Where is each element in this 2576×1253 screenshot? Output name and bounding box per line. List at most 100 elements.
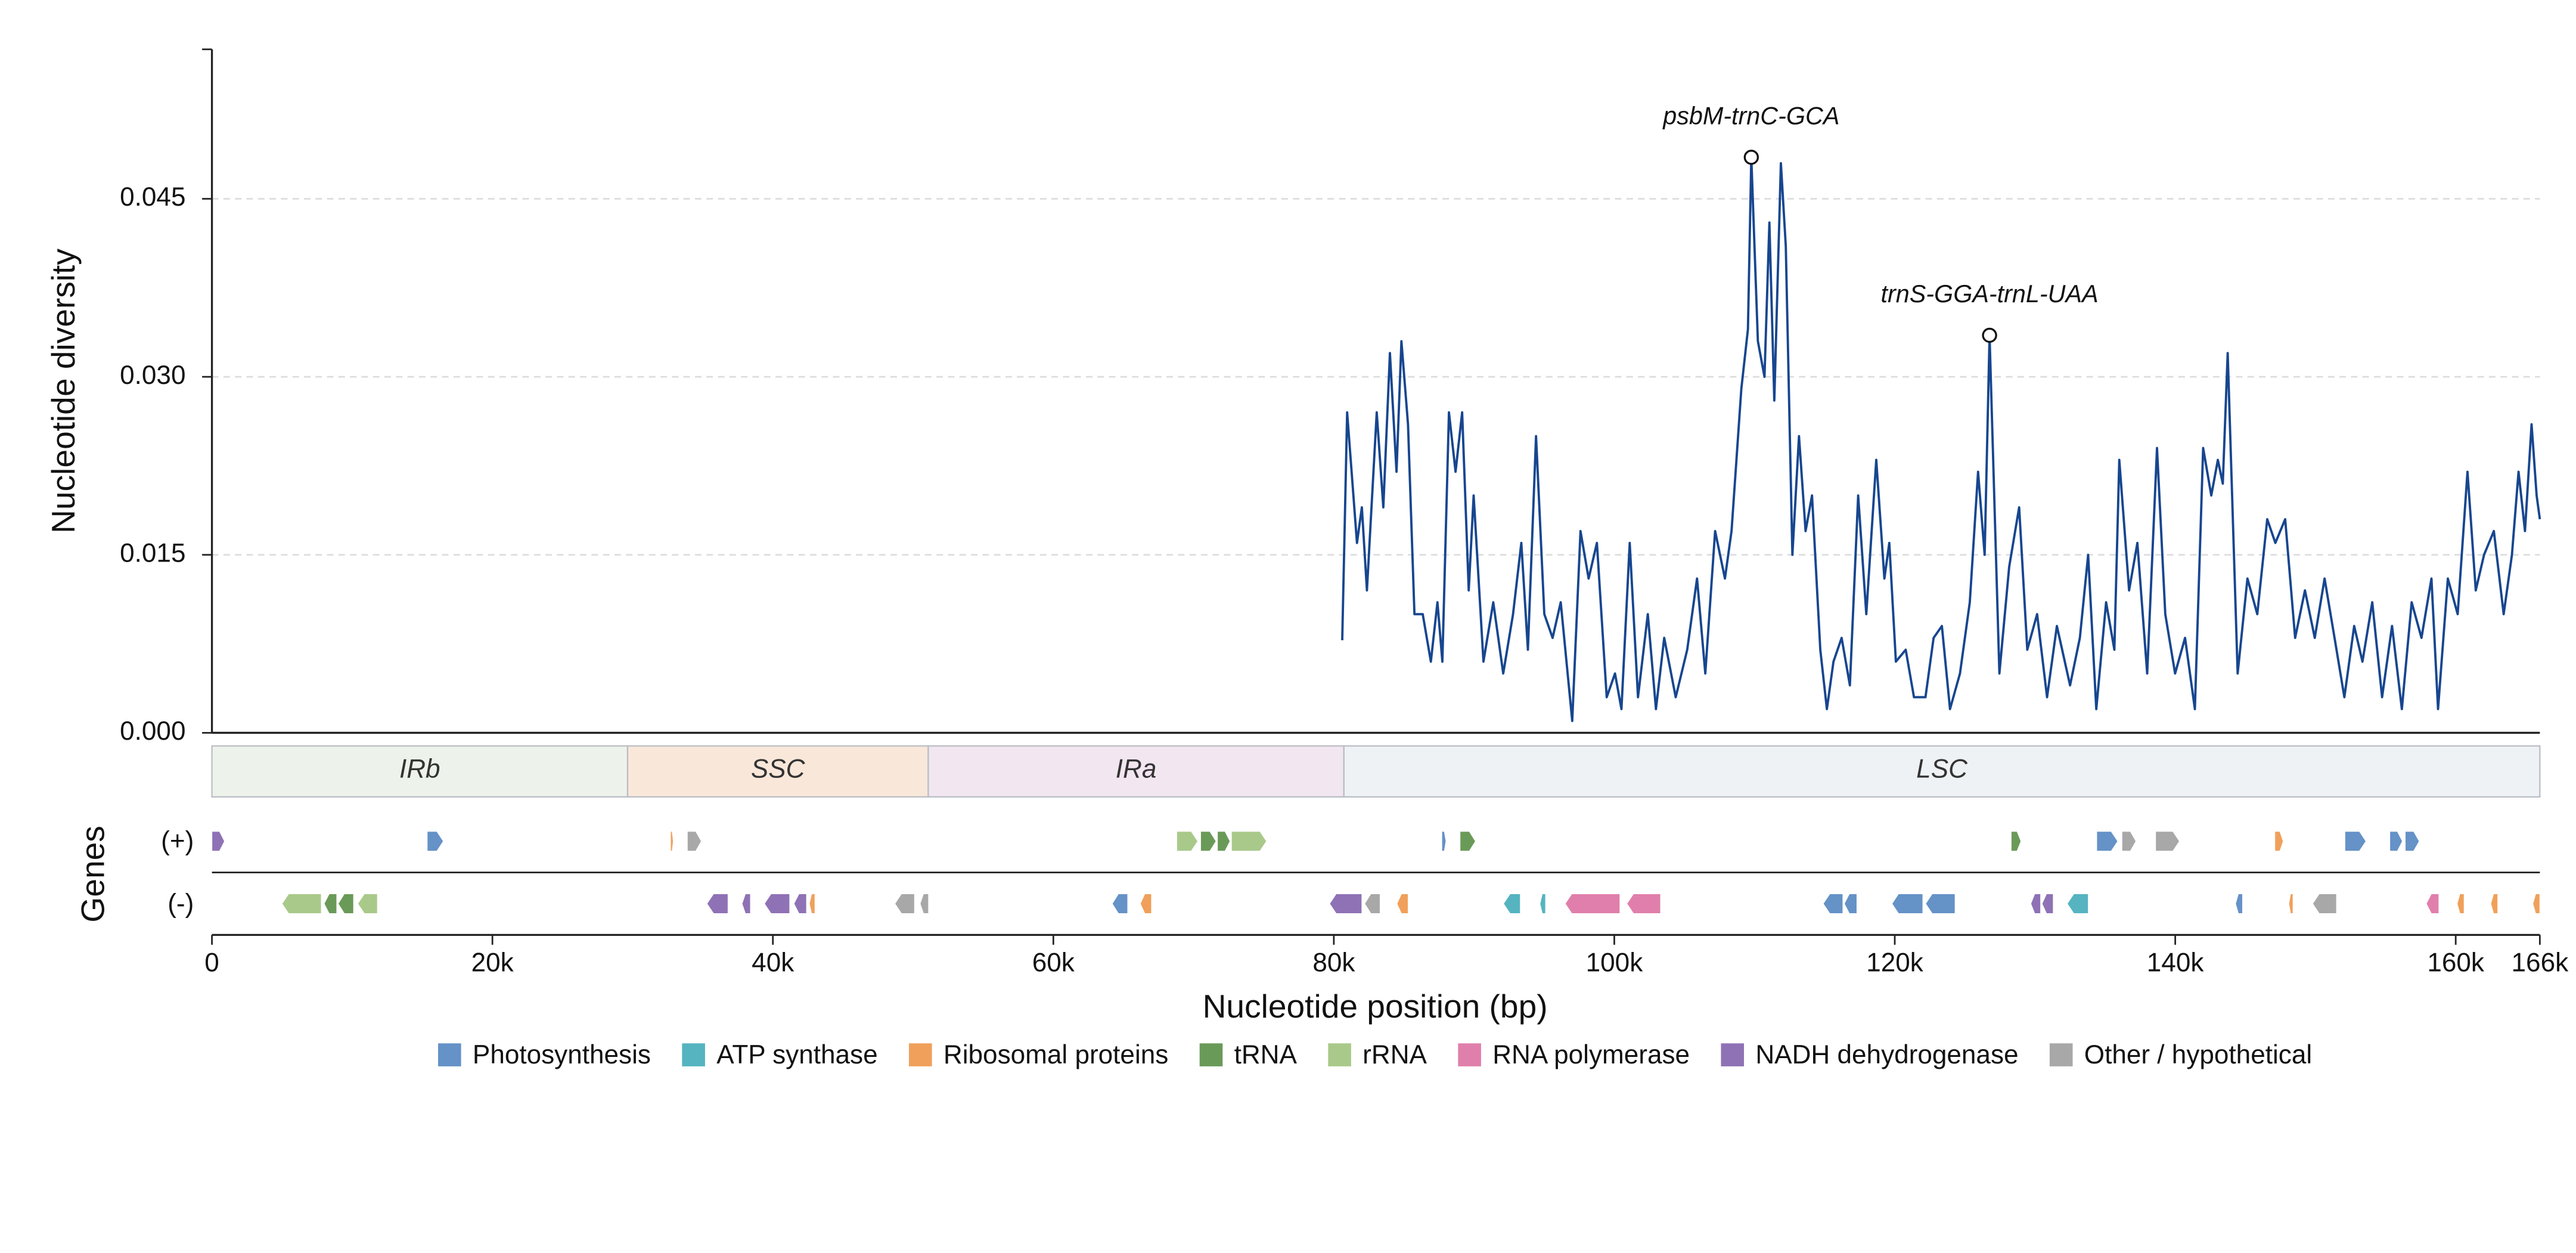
gene xyxy=(2288,893,2293,914)
x-tick-label: 20k xyxy=(471,948,514,978)
y-tick-label: 0.045 xyxy=(120,182,185,212)
legend-label: ATP synthase xyxy=(716,1040,877,1069)
legend-label: tRNA xyxy=(1234,1040,1298,1069)
gene xyxy=(670,831,674,852)
y-tick-label: 0.000 xyxy=(120,717,185,746)
legend-swatch xyxy=(1199,1043,1223,1066)
gene xyxy=(793,893,807,914)
x-tick-label: 140k xyxy=(2147,948,2205,978)
gene xyxy=(2155,831,2180,852)
legend-label: Photosynthesis xyxy=(473,1040,651,1069)
gene xyxy=(920,893,929,914)
gene xyxy=(1460,831,1476,852)
x-tick-label: 0 xyxy=(204,948,219,978)
x-axis-title: Nucleotide position (bp) xyxy=(1203,988,1548,1025)
gene xyxy=(281,893,322,914)
gene xyxy=(1200,831,1216,852)
y-tick-label: 0.030 xyxy=(120,361,185,390)
x-tick-label: 60k xyxy=(1032,948,1075,978)
x-tick-label: 160k xyxy=(2427,948,2485,978)
gene xyxy=(1112,893,1128,914)
region-label: LSC xyxy=(1916,754,1968,783)
peak-label: psbM-trnC-GCA xyxy=(1662,103,1839,130)
strand-label: (+) xyxy=(161,827,194,856)
gene xyxy=(2030,893,2041,914)
gene xyxy=(2532,893,2540,914)
gene xyxy=(1329,893,1363,914)
gene xyxy=(2235,893,2243,914)
legend-swatch xyxy=(1328,1043,1351,1066)
gene xyxy=(1364,893,1381,914)
gene xyxy=(1176,831,1199,852)
gene xyxy=(764,893,790,914)
gene xyxy=(1843,893,1858,914)
peak-marker xyxy=(1982,327,1997,343)
strand-label: (-) xyxy=(167,889,194,918)
gene xyxy=(687,831,702,852)
y-tick-label: 0.015 xyxy=(120,538,185,567)
gene xyxy=(337,893,354,914)
gene xyxy=(1231,831,1267,852)
gene xyxy=(212,831,225,852)
gene xyxy=(1540,893,1546,914)
x-tick-label: 40k xyxy=(752,948,794,978)
gene xyxy=(706,893,728,914)
gene xyxy=(2096,831,2118,852)
gene xyxy=(1925,893,1956,914)
gene xyxy=(324,893,337,914)
gene xyxy=(2066,893,2089,914)
gene xyxy=(2456,893,2465,914)
gene xyxy=(2490,893,2499,914)
legend: Photosynthesis ATP synthase Ribosomal prot… xyxy=(438,1040,2312,1069)
gene xyxy=(1565,893,1621,914)
peak-label: trnS-GGA-trnL-UAA xyxy=(1881,280,2099,308)
gene xyxy=(1217,831,1231,852)
gene xyxy=(1396,893,1409,914)
region-label: IRb xyxy=(399,754,440,783)
region-band xyxy=(1343,745,2541,798)
legend-label: Other / hypothetical xyxy=(2084,1040,2312,1069)
gene xyxy=(2274,831,2284,852)
gene xyxy=(2389,831,2403,852)
legend-swatch xyxy=(909,1043,932,1066)
x-tick-label: 100k xyxy=(1586,948,1644,978)
gene xyxy=(427,831,444,852)
gene xyxy=(1441,831,1447,852)
gene xyxy=(741,893,751,914)
legend-swatch xyxy=(1721,1043,1745,1066)
legend-label: NADH dehydrogenase xyxy=(1755,1040,2018,1069)
legend-label: RNA polymerase xyxy=(1492,1040,1690,1069)
gene xyxy=(2344,831,2367,852)
legend-label: Ribosomal proteins xyxy=(944,1040,1168,1069)
track-title: Genes xyxy=(74,826,111,922)
gene xyxy=(2010,831,2022,852)
gene xyxy=(2404,831,2420,852)
gene xyxy=(1626,893,1661,914)
region-label: SSC xyxy=(751,754,806,783)
gene xyxy=(2312,893,2337,914)
x-tick-label: 166k xyxy=(2512,948,2569,978)
legend-swatch xyxy=(1458,1043,1481,1066)
x-tick-label: 120k xyxy=(1866,948,1924,978)
gene xyxy=(1503,893,1521,914)
region-band xyxy=(927,745,1345,798)
region-band xyxy=(626,745,929,798)
peak-marker xyxy=(1743,150,1759,165)
gene xyxy=(809,893,815,914)
gene xyxy=(1823,893,1843,914)
x-tick-label: 80k xyxy=(1312,948,1355,978)
legend-label: rRNA xyxy=(1363,1040,1427,1069)
gene xyxy=(1891,893,1923,914)
gene xyxy=(2041,893,2054,914)
y-axis-title: Nucleotide diversity xyxy=(45,249,82,534)
gene xyxy=(894,893,915,914)
gene xyxy=(1140,893,1152,914)
gene xyxy=(357,893,378,914)
gene xyxy=(2121,831,2137,852)
legend-swatch xyxy=(682,1043,705,1066)
gene xyxy=(2426,893,2440,914)
diversity-line xyxy=(1341,156,2541,722)
legend-swatch xyxy=(2049,1043,2073,1066)
legend-swatch xyxy=(438,1043,461,1066)
